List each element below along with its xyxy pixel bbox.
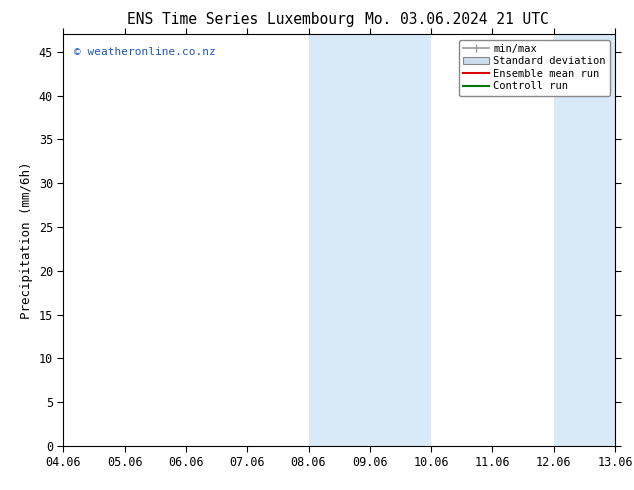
Y-axis label: Precipitation (mm/6h): Precipitation (mm/6h): [20, 161, 33, 319]
Text: ENS Time Series Luxembourg: ENS Time Series Luxembourg: [127, 12, 354, 27]
Legend: min/max, Standard deviation, Ensemble mean run, Controll run: min/max, Standard deviation, Ensemble me…: [459, 40, 610, 96]
Text: Mo. 03.06.2024 21 UTC: Mo. 03.06.2024 21 UTC: [365, 12, 548, 27]
Bar: [309, 34, 431, 446]
Text: © weatheronline.co.nz: © weatheronline.co.nz: [74, 47, 216, 57]
Bar: [553, 34, 615, 446]
